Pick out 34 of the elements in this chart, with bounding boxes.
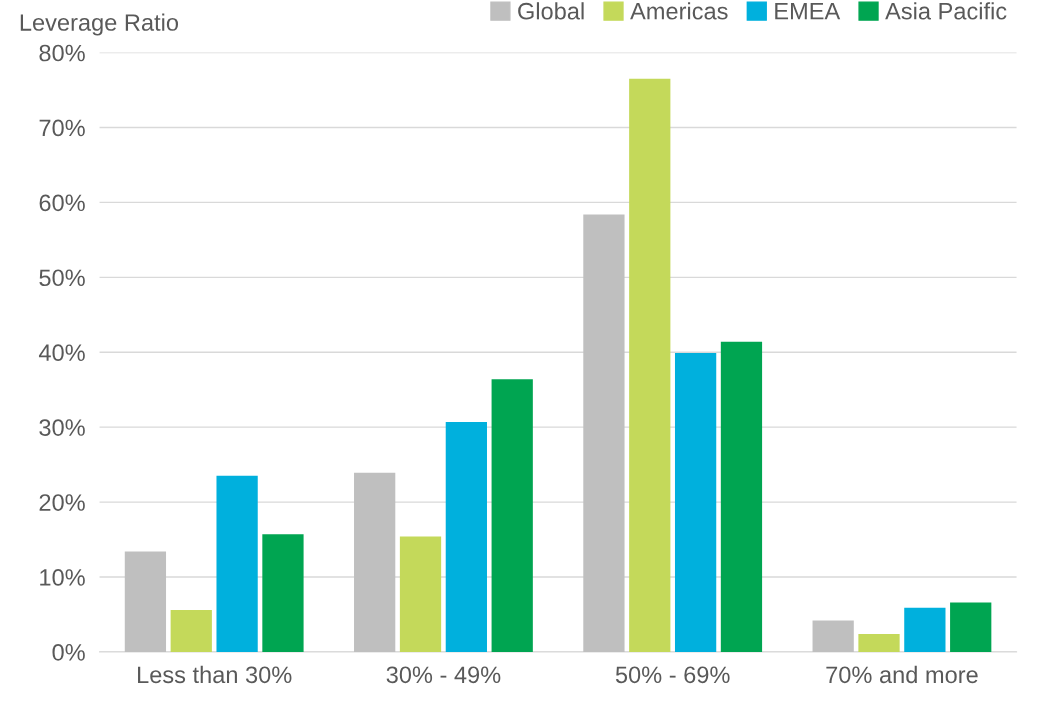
legend-label: Americas [630,2,728,20]
bar [720,341,763,652]
legend-label: Global [518,2,584,20]
x-tick-label: 50% - 69% [615,666,730,684]
bar [445,421,487,652]
bar [124,551,167,652]
x-tick-label: Less than 30% [138,665,292,684]
y-tick-label: 0% [52,644,85,661]
bar [950,602,992,652]
y-tick-label: 40% [38,344,85,362]
legend-label: EMEA [775,3,841,20]
bar [216,475,258,652]
x-tick-label: 30% - 49% [386,666,501,684]
bar [170,609,212,652]
y-tick-label: 70% [39,119,85,137]
y-tick-label: 50% [39,269,85,287]
y-axis-title: Leverage Ratio [20,13,179,36]
legend-label: Asia Pacific [885,2,1007,20]
bar [858,633,900,652]
bar [583,214,625,652]
bar [491,379,533,652]
bar [354,472,396,652]
bar [674,353,717,652]
bar [629,78,671,652]
y-tick-label: 10% [40,569,85,586]
bar [399,536,442,652]
bar [812,620,854,652]
bar [262,534,304,652]
y-tick-label: 60% [39,194,85,212]
y-tick-label: 80% [39,44,85,62]
bar [904,607,946,652]
y-tick-label: 20% [39,494,85,511]
y-tick-label: 30% [39,419,85,436]
x-tick-label: 70% and more [826,665,978,684]
